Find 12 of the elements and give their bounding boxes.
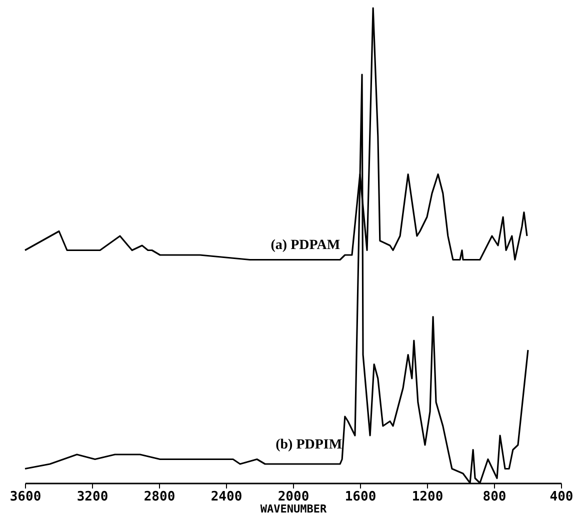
x-tick-label: 1200 xyxy=(412,490,444,504)
x-tick-label: 3200 xyxy=(76,490,108,504)
x-tick-label: 2000 xyxy=(278,490,310,504)
series-label: (b) PDPIM xyxy=(276,437,342,452)
series-label: (a) PDPAM xyxy=(270,238,340,253)
x-tick-label: 1600 xyxy=(344,490,376,504)
x-axis-title: WAVENUMBER xyxy=(260,502,327,516)
x-tick-label: 800 xyxy=(482,490,506,504)
x-tick-label: 400 xyxy=(550,490,574,504)
x-tick-label: 2800 xyxy=(144,490,176,504)
x-tick-label: 2400 xyxy=(210,490,242,504)
x-tick-label: 3600 xyxy=(10,490,42,504)
